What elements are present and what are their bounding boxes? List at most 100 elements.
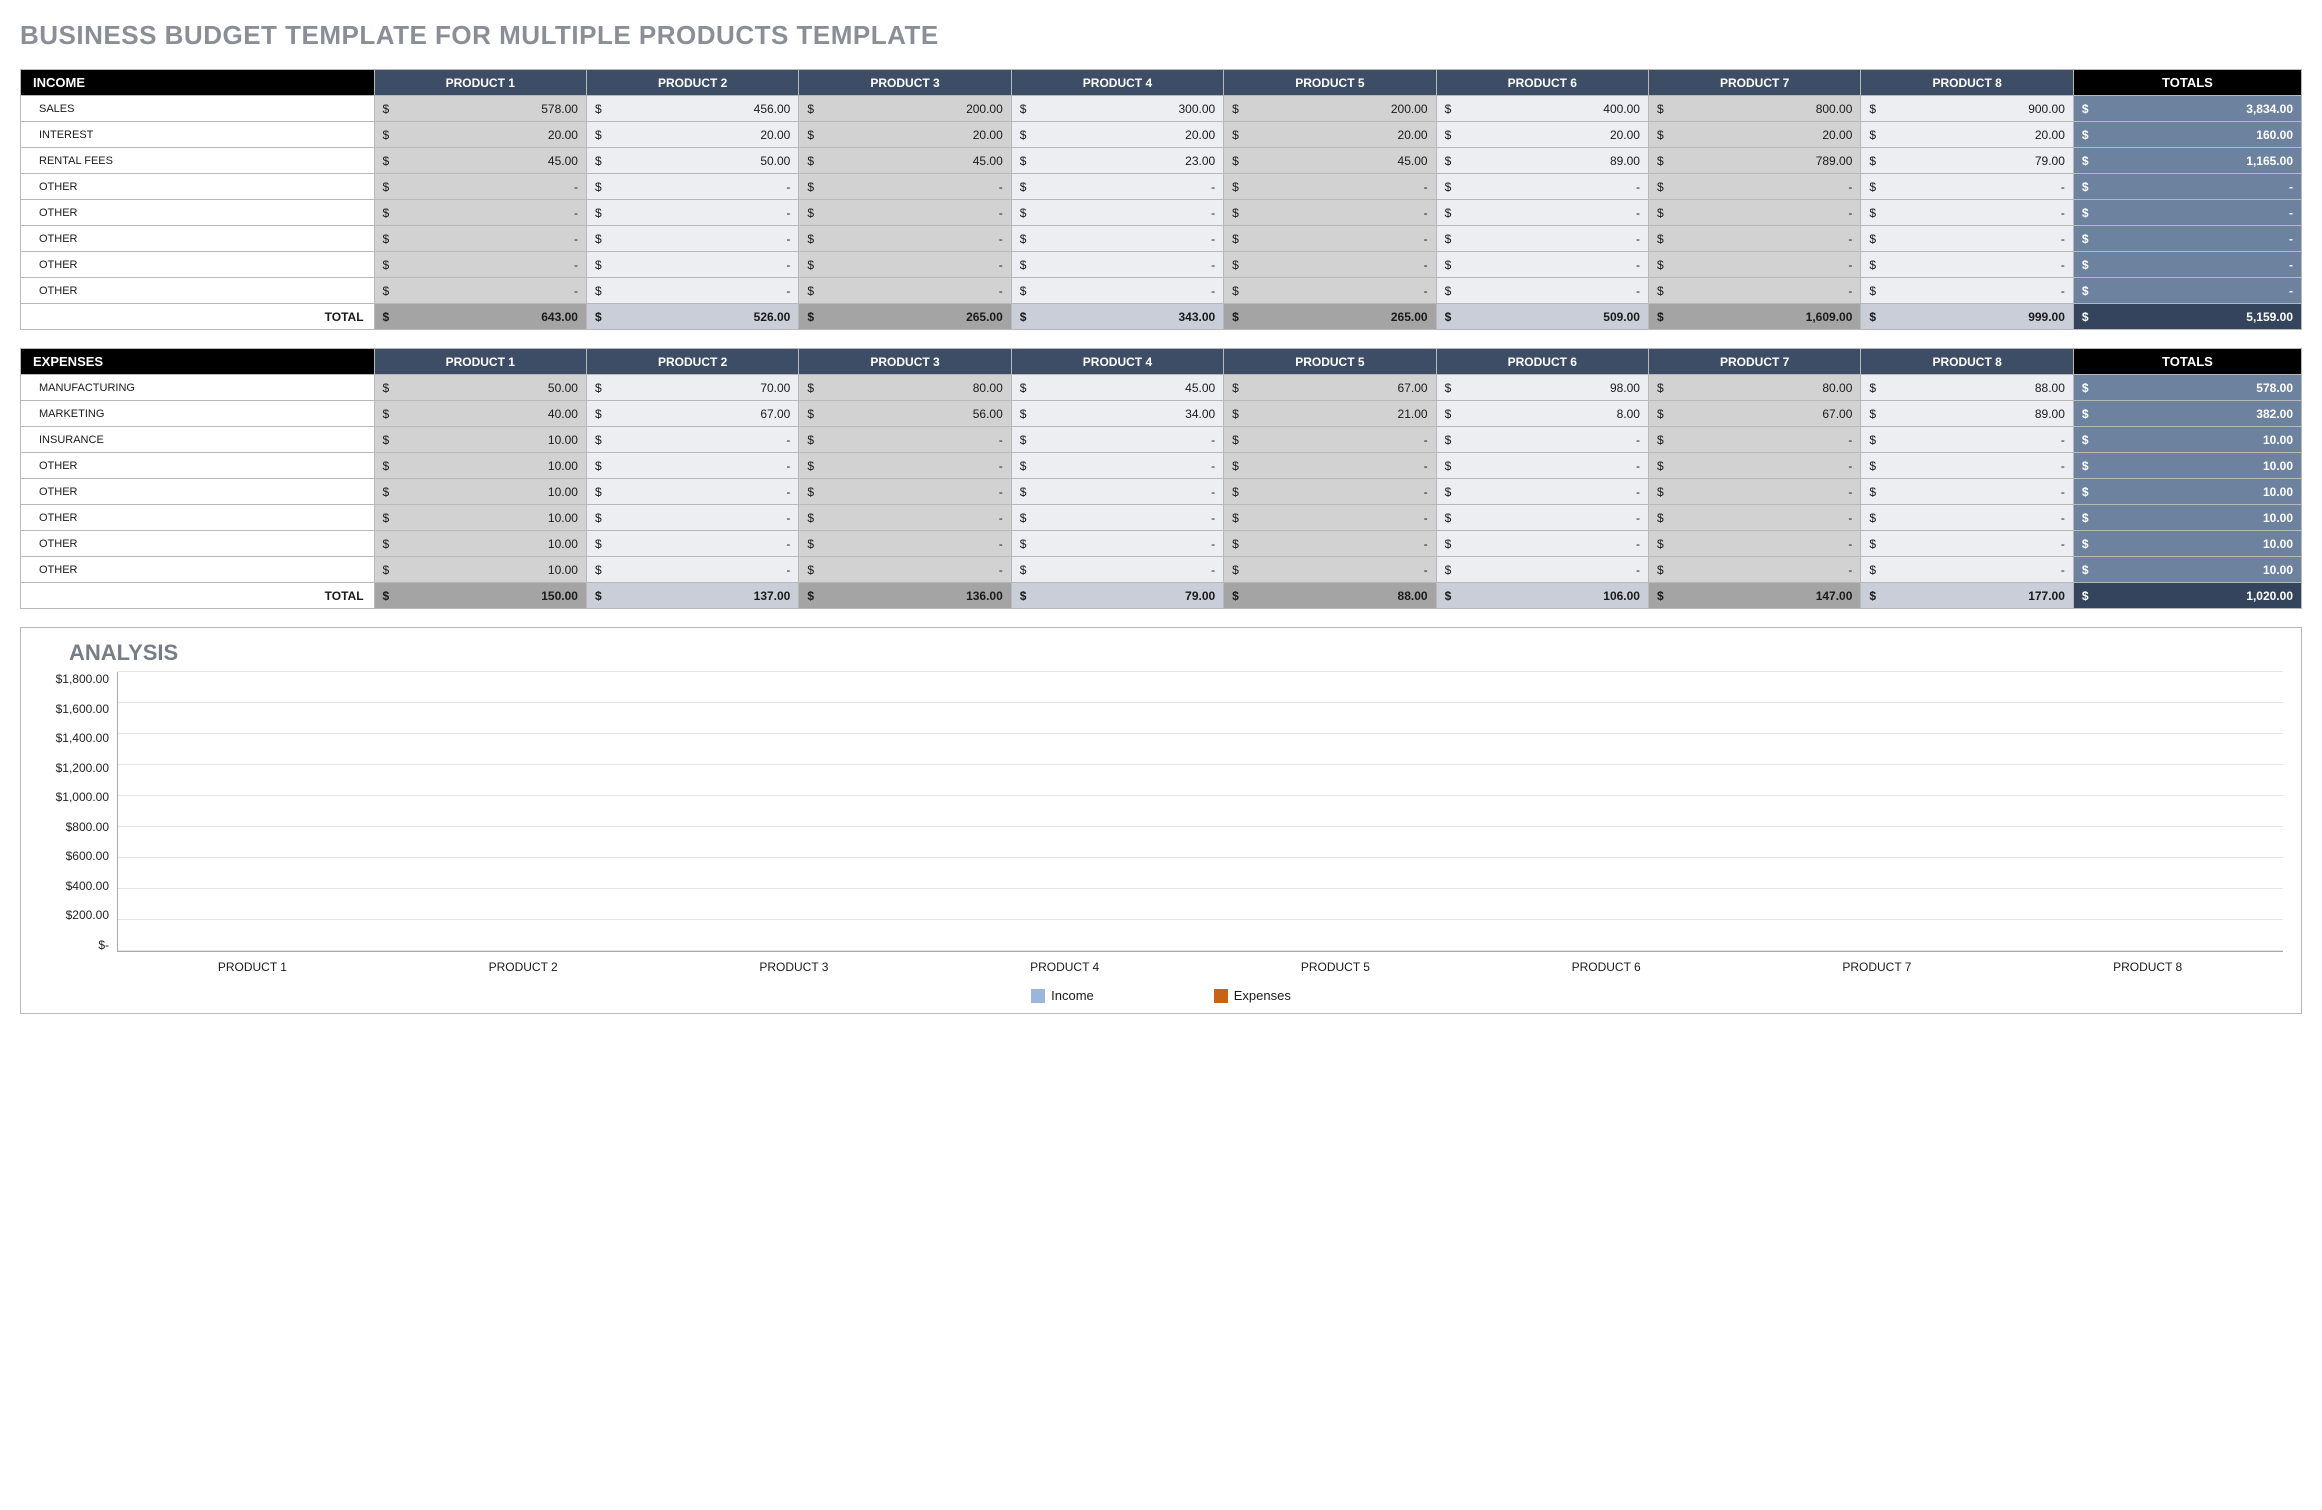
value-cell[interactable]: $- (799, 174, 1011, 200)
value-cell[interactable]: $- (1648, 427, 1860, 453)
value-cell[interactable]: $- (1436, 174, 1648, 200)
value-cell[interactable]: $10.00 (374, 453, 586, 479)
value-cell[interactable]: $- (1436, 427, 1648, 453)
value-cell[interactable]: $- (1648, 531, 1860, 557)
value-cell[interactable]: $3,834.00 (2073, 96, 2301, 122)
value-cell[interactable]: $20.00 (1861, 122, 2074, 148)
value-cell[interactable]: $300.00 (1011, 96, 1223, 122)
value-cell[interactable]: $- (1011, 531, 1223, 557)
value-cell[interactable]: $- (1011, 278, 1223, 304)
value-cell[interactable]: $- (1011, 174, 1223, 200)
value-cell[interactable]: $- (1224, 427, 1436, 453)
value-cell[interactable]: $50.00 (586, 148, 798, 174)
value-cell[interactable]: $67.00 (1648, 401, 1860, 427)
value-cell[interactable]: $10.00 (2073, 505, 2301, 531)
value-cell[interactable]: $- (799, 226, 1011, 252)
value-cell[interactable]: $- (1436, 531, 1648, 557)
value-cell[interactable]: $- (1861, 226, 2074, 252)
value-cell[interactable]: $106.00 (1436, 583, 1648, 609)
value-cell[interactable]: $- (586, 278, 798, 304)
value-cell[interactable]: $1,020.00 (2073, 583, 2301, 609)
value-cell[interactable]: $- (1224, 226, 1436, 252)
value-cell[interactable]: $10.00 (2073, 557, 2301, 583)
value-cell[interactable]: $- (799, 531, 1011, 557)
value-cell[interactable]: $- (586, 453, 798, 479)
value-cell[interactable]: $- (1861, 200, 2074, 226)
value-cell[interactable]: $34.00 (1011, 401, 1223, 427)
value-cell[interactable]: $- (586, 226, 798, 252)
value-cell[interactable]: $- (1011, 479, 1223, 505)
value-cell[interactable]: $- (2073, 278, 2301, 304)
value-cell[interactable]: $150.00 (374, 583, 586, 609)
value-cell[interactable]: $- (1224, 453, 1436, 479)
value-cell[interactable]: $- (1648, 557, 1860, 583)
value-cell[interactable]: $- (374, 200, 586, 226)
value-cell[interactable]: $- (1861, 427, 2074, 453)
value-cell[interactable]: $45.00 (1011, 375, 1223, 401)
value-cell[interactable]: $509.00 (1436, 304, 1648, 330)
value-cell[interactable]: $- (2073, 174, 2301, 200)
value-cell[interactable]: $45.00 (374, 148, 586, 174)
value-cell[interactable]: $- (799, 505, 1011, 531)
value-cell[interactable]: $10.00 (2073, 427, 2301, 453)
value-cell[interactable]: $- (586, 557, 798, 583)
value-cell[interactable]: $79.00 (1011, 583, 1223, 609)
value-cell[interactable]: $- (1224, 479, 1436, 505)
value-cell[interactable]: $- (1861, 531, 2074, 557)
value-cell[interactable]: $- (1648, 505, 1860, 531)
value-cell[interactable]: $- (1224, 505, 1436, 531)
value-cell[interactable]: $- (1011, 226, 1223, 252)
value-cell[interactable]: $45.00 (1224, 148, 1436, 174)
value-cell[interactable]: $- (1011, 252, 1223, 278)
value-cell[interactable]: $200.00 (799, 96, 1011, 122)
value-cell[interactable]: $- (1436, 479, 1648, 505)
value-cell[interactable]: $400.00 (1436, 96, 1648, 122)
value-cell[interactable]: $999.00 (1861, 304, 2074, 330)
value-cell[interactable]: $- (1011, 557, 1223, 583)
value-cell[interactable]: $21.00 (1224, 401, 1436, 427)
value-cell[interactable]: $40.00 (374, 401, 586, 427)
value-cell[interactable]: $- (799, 557, 1011, 583)
value-cell[interactable]: $147.00 (1648, 583, 1860, 609)
value-cell[interactable]: $10.00 (374, 505, 586, 531)
value-cell[interactable]: $20.00 (1011, 122, 1223, 148)
value-cell[interactable]: $- (1224, 557, 1436, 583)
value-cell[interactable]: $- (586, 200, 798, 226)
value-cell[interactable]: $88.00 (1224, 583, 1436, 609)
value-cell[interactable]: $- (2073, 226, 2301, 252)
value-cell[interactable]: $- (374, 278, 586, 304)
value-cell[interactable]: $79.00 (1861, 148, 2074, 174)
value-cell[interactable]: $67.00 (1224, 375, 1436, 401)
value-cell[interactable]: $- (1011, 427, 1223, 453)
value-cell[interactable]: $- (799, 200, 1011, 226)
value-cell[interactable]: $- (1861, 252, 2074, 278)
value-cell[interactable]: $136.00 (799, 583, 1011, 609)
value-cell[interactable]: $1,165.00 (2073, 148, 2301, 174)
value-cell[interactable]: $- (1861, 505, 2074, 531)
value-cell[interactable]: $10.00 (374, 427, 586, 453)
value-cell[interactable]: $20.00 (374, 122, 586, 148)
value-cell[interactable]: $45.00 (799, 148, 1011, 174)
value-cell[interactable]: $- (1648, 200, 1860, 226)
value-cell[interactable]: $789.00 (1648, 148, 1860, 174)
value-cell[interactable]: $643.00 (374, 304, 586, 330)
value-cell[interactable]: $- (1436, 252, 1648, 278)
value-cell[interactable]: $- (1436, 453, 1648, 479)
value-cell[interactable]: $5,159.00 (2073, 304, 2301, 330)
value-cell[interactable]: $- (799, 252, 1011, 278)
value-cell[interactable]: $- (799, 427, 1011, 453)
value-cell[interactable]: $20.00 (1224, 122, 1436, 148)
value-cell[interactable]: $20.00 (586, 122, 798, 148)
value-cell[interactable]: $900.00 (1861, 96, 2074, 122)
value-cell[interactable]: $- (2073, 252, 2301, 278)
value-cell[interactable]: $- (586, 174, 798, 200)
value-cell[interactable]: $382.00 (2073, 401, 2301, 427)
value-cell[interactable]: $98.00 (1436, 375, 1648, 401)
value-cell[interactable]: $- (1648, 278, 1860, 304)
value-cell[interactable]: $88.00 (1861, 375, 2074, 401)
value-cell[interactable]: $- (1648, 252, 1860, 278)
value-cell[interactable]: $- (1861, 479, 2074, 505)
value-cell[interactable]: $526.00 (586, 304, 798, 330)
value-cell[interactable]: $- (1648, 479, 1860, 505)
value-cell[interactable]: $10.00 (2073, 479, 2301, 505)
